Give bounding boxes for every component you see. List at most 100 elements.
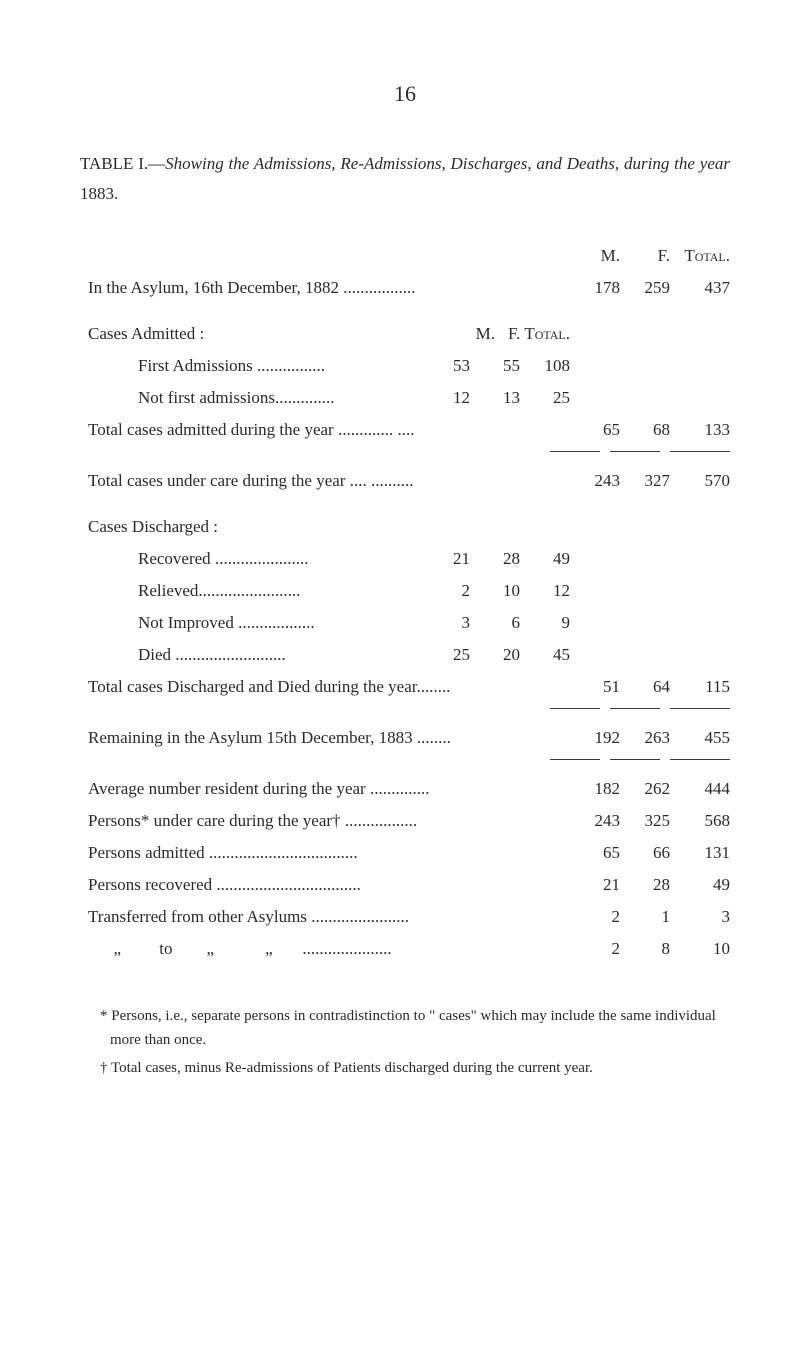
val-f: 1 (620, 906, 670, 928)
val-t: 455 (670, 727, 730, 749)
row-died: Died .......................... 25 20 45 (88, 644, 730, 670)
row-persons-under: Persons* under care during the year† ...… (88, 810, 730, 836)
val-f: 262 (620, 778, 670, 800)
val-t: 444 (670, 778, 730, 800)
label: Total cases Discharged and Died during t… (88, 676, 570, 698)
val-t: 3 (670, 906, 730, 928)
val-f: 28 (470, 548, 520, 570)
label: Persons* under care during the year† ...… (88, 810, 570, 832)
label: Cases Discharged : (88, 516, 730, 538)
row-persons-admitted: Persons admitted .......................… (88, 842, 730, 868)
label: Not first admissions.............. (88, 387, 420, 409)
label: Persons recovered ......................… (88, 874, 570, 896)
val-m: 192 (570, 727, 620, 749)
col-header-m: M. (570, 245, 620, 267)
label-text: Died (138, 645, 171, 664)
row-persons-recovered: Persons recovered ......................… (88, 874, 730, 900)
title-italic: Showing the Admissions, Re-Admissions, D… (165, 154, 730, 173)
val-m: 65 (570, 842, 620, 864)
inner-header-ftotal: F. Total. (495, 323, 570, 345)
footnote-dagger: † Total cases, minus Re-admissions of Pa… (100, 1056, 730, 1080)
label-text: Average number resident during the year (88, 779, 366, 798)
label: Recovered ...................... (88, 548, 420, 570)
table-content: M. F. Total. In the Asylum, 16th Decembe… (80, 245, 730, 964)
val-f: 6 (470, 612, 520, 634)
val-t: 437 (670, 277, 730, 299)
label: Cases Admitted : (88, 323, 445, 345)
label: Transferred from other Asylums .........… (88, 906, 570, 928)
val-f: 64 (620, 676, 670, 698)
footnote-star: * Persons, i.e., separate persons in con… (100, 1004, 730, 1052)
label-text: Total cases under care during the year (88, 471, 345, 490)
row-to: „ to „ „ ..................... 2 8 10 (88, 938, 730, 964)
row-total-discharged: Total cases Discharged and Died during t… (88, 676, 730, 702)
val-m: 65 (570, 419, 620, 441)
val-t: 568 (670, 810, 730, 832)
val-m: 53 (420, 355, 470, 377)
footnotes: * Persons, i.e., separate persons in con… (80, 1004, 730, 1080)
val-f: 55 (470, 355, 520, 377)
val-t: 115 (670, 676, 730, 698)
rule (88, 451, 730, 452)
row-avg-resident: Average number resident during the year … (88, 778, 730, 804)
label: Remaining in the Asylum 15th December, 1… (88, 727, 570, 749)
inner-header-m: M. (445, 323, 495, 345)
col-header-f: F. (620, 245, 670, 267)
col-header-total: Total. (670, 245, 730, 267)
val-t: 133 (670, 419, 730, 441)
label: Total cases under care during the year .… (88, 470, 570, 492)
val-m: 2 (420, 580, 470, 602)
label: „ to „ „ ..................... (88, 938, 570, 960)
val-m: 2 (570, 938, 620, 960)
label-text: „ to „ „ (88, 939, 273, 958)
label: Died .......................... (88, 644, 420, 666)
val-m: 12 (420, 387, 470, 409)
val-m: 178 (570, 277, 620, 299)
val-f: 325 (620, 810, 670, 832)
label-text: Relieved (138, 581, 198, 600)
val-f: 10 (470, 580, 520, 602)
val-m: 51 (570, 676, 620, 698)
label: First Admissions ................ (88, 355, 420, 377)
rule (88, 759, 730, 760)
row-total-under-care: Total cases under care during the year .… (88, 470, 730, 496)
label-text: Not first admissions (138, 388, 275, 407)
val-m: 243 (570, 470, 620, 492)
label-text: Persons* under care during the year† (88, 811, 341, 830)
val-m: 243 (570, 810, 620, 832)
header-row-outer: M. F. Total. (88, 245, 730, 267)
val-m: 21 (420, 548, 470, 570)
title-prefix: TABLE I.— (80, 154, 165, 173)
val-f: 8 (620, 938, 670, 960)
val-t: 10 (670, 938, 730, 960)
val-t: 49 (670, 874, 730, 896)
val-f: 20 (470, 644, 520, 666)
row-cases-discharged: Cases Discharged : (88, 516, 730, 542)
label: Relieved........................ (88, 580, 420, 602)
page-number: 16 (80, 80, 730, 109)
label-text: Persons admitted (88, 843, 205, 862)
label: In the Asylum, 16th December, 1882 .....… (88, 277, 570, 299)
label-text: Recovered (138, 549, 211, 568)
label: Not Improved .................. (88, 612, 420, 634)
row-in-asylum: In the Asylum, 16th December, 1882 .....… (88, 277, 730, 303)
row-cases-admitted: Cases Admitted : M. F. Total. (88, 323, 730, 349)
rule (88, 708, 730, 709)
row-transferred: Transferred from other Asylums .........… (88, 906, 730, 932)
val-t: 9 (520, 612, 570, 634)
val-t: 131 (670, 842, 730, 864)
val-f: 263 (620, 727, 670, 749)
label-text: In the Asylum, 16th December, 1882 (88, 278, 339, 297)
label-text: Not Improved (138, 613, 234, 632)
val-t: 108 (520, 355, 570, 377)
label: Average number resident during the year … (88, 778, 570, 800)
label-text: Total cases Discharged and Died during t… (88, 677, 416, 696)
row-relieved: Relieved........................ 2 10 12 (88, 580, 730, 606)
val-t: 45 (520, 644, 570, 666)
label: Total cases admitted during the year ...… (88, 419, 570, 441)
row-remaining: Remaining in the Asylum 15th December, 1… (88, 727, 730, 753)
row-not-first: Not first admissions.............. 12 13… (88, 387, 730, 413)
val-m: 25 (420, 644, 470, 666)
val-f: 13 (470, 387, 520, 409)
val-f: 327 (620, 470, 670, 492)
